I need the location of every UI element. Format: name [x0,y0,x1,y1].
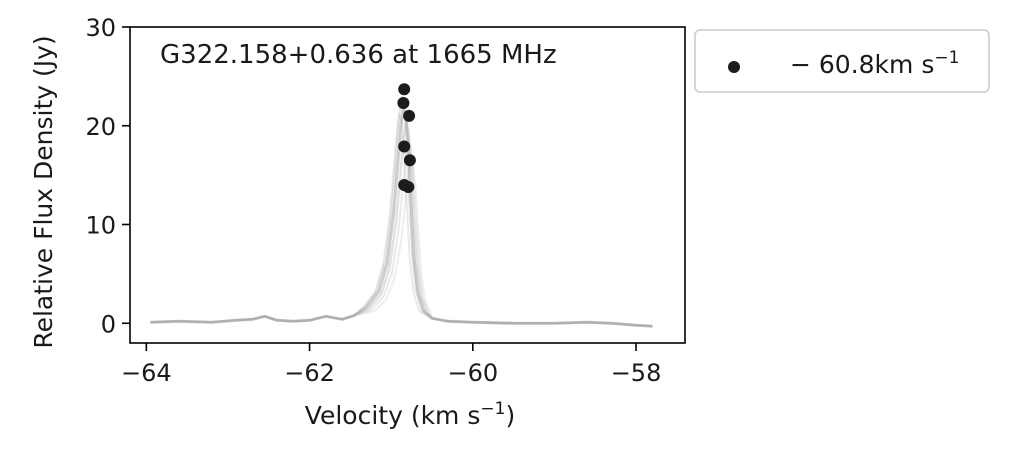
legend-box [694,29,990,93]
x-tick-label: −64 [121,359,172,387]
peak-point [402,181,415,193]
peak-point [398,83,411,96]
legend-label-sup: −1 [934,48,959,68]
peak-point [403,109,416,122]
peak-point [397,97,410,109]
spectrum-trace-2 [150,121,653,328]
chart-annotation: G322.158+0.636 at 1665 MHz [160,40,557,70]
legend-marker [728,61,740,73]
spectrum-trace-3 [150,95,653,328]
spectrum-trace-5 [150,113,653,328]
legend-label-main: − 60.8km s [790,50,934,79]
y-tick-label: 0 [101,310,116,338]
x-axis-ticks: −64 −62 −60 −58 [121,343,661,387]
legend-label: − 60.8km s−1 [790,48,959,79]
y-axis-label: Relative Flux Density (Jy) [29,35,58,348]
y-tick-label: 30 [85,14,116,42]
x-tick-label: −62 [284,359,335,387]
peak-point [398,140,411,153]
peak-points-layer [397,83,416,193]
y-axis-ticks: 0 10 20 30 [85,14,130,338]
x-axis-label-sup: −1 [480,399,505,419]
y-tick-label: 20 [85,113,116,141]
peak-point [403,154,416,167]
legend: − 60.8km s−1 [694,29,990,93]
x-axis-label-main: Velocity (km s [305,401,481,430]
y-tick-label: 10 [85,212,116,240]
x-axis-label-tail: ) [505,401,515,430]
spectrum-trace-4 [150,139,653,328]
x-axis-label: Velocity (km s−1) [305,399,515,430]
x-tick-label: −60 [447,359,498,387]
x-tick-label: −58 [611,359,662,387]
